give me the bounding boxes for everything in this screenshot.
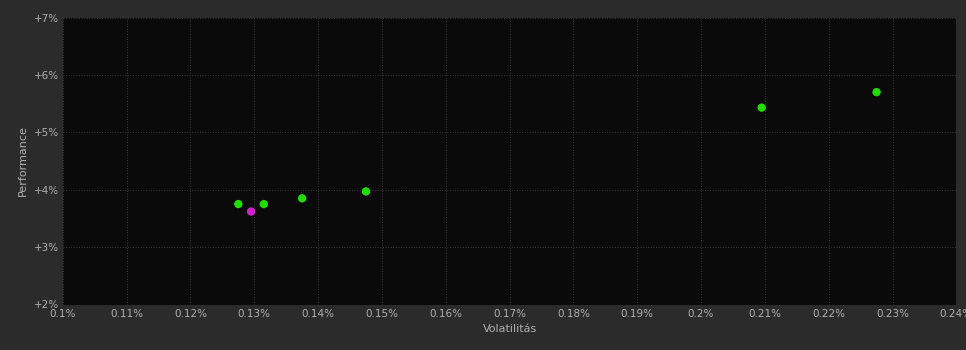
Point [256, 201, 271, 207]
Point [753, 105, 769, 110]
Point [295, 196, 310, 201]
Y-axis label: Performance: Performance [18, 126, 28, 196]
Point [868, 89, 884, 95]
X-axis label: Volatilitás: Volatilitás [482, 324, 537, 334]
Point [231, 201, 246, 207]
Point [358, 189, 374, 194]
Point [243, 209, 259, 214]
